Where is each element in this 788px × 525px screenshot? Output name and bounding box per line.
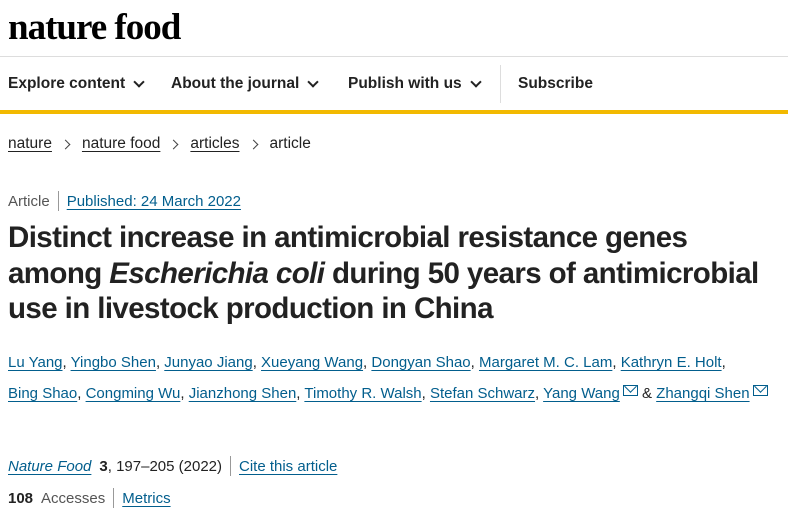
- brand-logo[interactable]: nature food: [8, 7, 181, 48]
- author-separator: ,: [180, 385, 189, 402]
- author-separator: ,: [612, 354, 621, 371]
- article-meta: Article Published: 24 March 2022: [8, 191, 241, 211]
- accesses-count: 108: [8, 489, 34, 507]
- author-link[interactable]: Stefan Schwarz: [429, 385, 536, 402]
- cite-this-article-link[interactable]: Cite this article: [239, 457, 338, 475]
- author-separator: ,: [77, 385, 86, 402]
- nav-about-journal[interactable]: About the journal: [171, 63, 319, 105]
- published-date-link[interactable]: Published: 24 March 2022: [66, 192, 241, 210]
- meta-divider: [57, 191, 59, 211]
- nav-explore-label: Explore content: [8, 75, 126, 92]
- breadcrumb: nature nature food articles article: [8, 135, 311, 153]
- author-link[interactable]: Junyao Jiang: [164, 354, 253, 371]
- author-link[interactable]: Congming Wu: [85, 385, 181, 402]
- author-link[interactable]: Lu Yang: [8, 354, 63, 371]
- chevron-right-icon: [248, 139, 258, 149]
- metrics-line: 108 Accesses Metrics: [8, 488, 171, 508]
- chevron-down-icon: [307, 76, 319, 88]
- chevron-down-icon: [133, 76, 145, 88]
- mail-icon[interactable]: [622, 385, 638, 396]
- breadcrumb-nature[interactable]: nature: [8, 135, 52, 152]
- author-link[interactable]: Zhangqi Shen: [656, 385, 750, 402]
- author-link[interactable]: Yingbo Shen: [70, 354, 156, 371]
- mail-icon[interactable]: [752, 385, 768, 396]
- author-ampersand: &: [637, 385, 657, 402]
- author-separator: ,: [363, 354, 372, 371]
- chevron-right-icon: [60, 139, 71, 149]
- main-nav: Explore content About the journal Publis…: [0, 63, 788, 105]
- author-link[interactable]: Margaret M. C. Lam: [478, 354, 613, 371]
- title-part-1: Distinct increase in antimicrobial resis…: [8, 221, 688, 290]
- nav-subscribe[interactable]: Subscribe: [518, 75, 593, 92]
- author-separator: ,: [721, 354, 726, 371]
- author-separator: ,: [296, 385, 305, 402]
- author-link[interactable]: Jianzhong Shen: [188, 385, 297, 402]
- citation-divider: [230, 456, 231, 476]
- page-range: , 197–205 (2022): [107, 457, 222, 475]
- author-separator: ,: [470, 354, 479, 371]
- nav-about-label: About the journal: [171, 75, 300, 92]
- author-separator: ,: [155, 354, 165, 371]
- author-link[interactable]: Bing Shao: [8, 385, 78, 402]
- title-species: Escherichia coli: [109, 256, 325, 290]
- title-part-2: during 50 years of antimicrobial use in …: [8, 256, 759, 326]
- author-link[interactable]: Dongyan Shao: [371, 354, 471, 371]
- accesses-label: Accesses: [41, 489, 106, 507]
- citation-line: Nature Food 3 , 197–205 (2022) Cite this…: [8, 456, 337, 476]
- accent-bar: [0, 110, 788, 114]
- chevron-down-icon: [470, 76, 482, 88]
- author-link[interactable]: Xueyang Wang: [261, 354, 364, 371]
- author-separator: ,: [252, 354, 262, 371]
- author-link[interactable]: Kathryn E. Holt: [620, 354, 722, 371]
- author-link[interactable]: Timothy R. Walsh: [304, 385, 422, 402]
- breadcrumb-nature-food[interactable]: nature food: [81, 135, 161, 152]
- article-type: Article: [8, 192, 50, 210]
- breadcrumb-current: article: [269, 135, 311, 152]
- article-title: Distinct increase in antimicrobial resis…: [8, 220, 778, 327]
- header-divider: [0, 56, 788, 57]
- author-separator: ,: [62, 354, 71, 371]
- author-separator: ,: [535, 385, 544, 402]
- author-list: Lu Yang, Yingbo Shen, Junyao Jiang, Xuey…: [8, 347, 778, 409]
- nav-publish-label: Publish with us: [348, 75, 462, 92]
- volume-number: 3: [99, 457, 108, 475]
- breadcrumb-articles[interactable]: articles: [190, 135, 240, 152]
- journal-name-link[interactable]: Nature Food: [8, 457, 92, 475]
- author-link[interactable]: Yang Wang: [543, 385, 620, 402]
- nav-explore-content[interactable]: Explore content: [8, 63, 145, 105]
- metrics-link[interactable]: Metrics: [122, 489, 171, 507]
- metrics-divider: [113, 488, 115, 508]
- nav-publish-with-us[interactable]: Publish with us: [348, 63, 482, 105]
- chevron-right-icon: [168, 139, 179, 149]
- author-separator: ,: [421, 385, 430, 402]
- nav-divider: [500, 65, 501, 103]
